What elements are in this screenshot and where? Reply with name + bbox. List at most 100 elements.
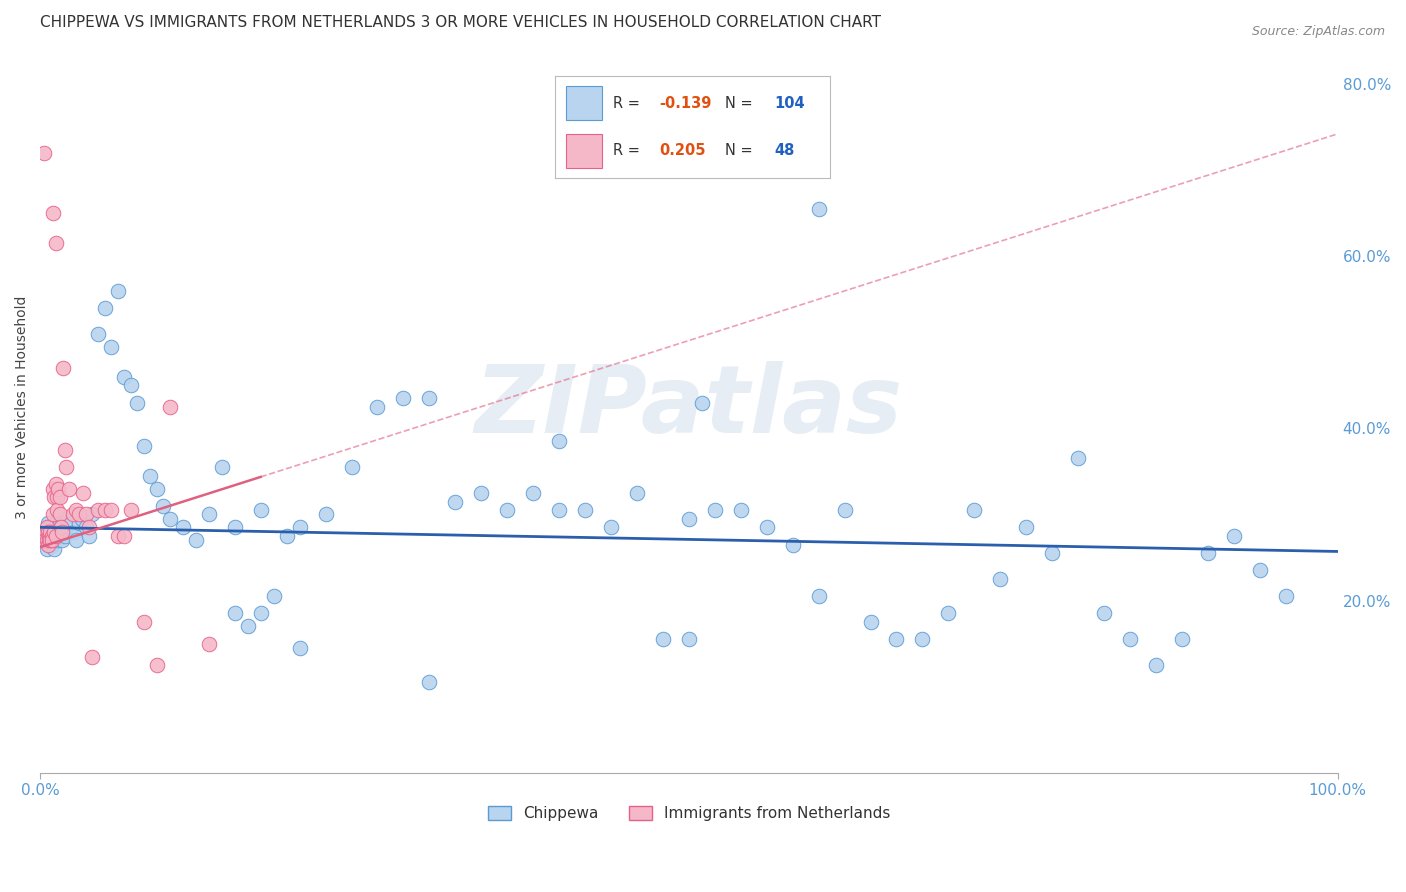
Text: N =: N = <box>725 95 758 111</box>
Point <box>1223 529 1246 543</box>
Point <box>46 520 69 534</box>
Point <box>65 533 87 548</box>
Point <box>60 512 83 526</box>
Point <box>120 503 142 517</box>
Point <box>197 508 219 522</box>
Point <box>44 524 66 539</box>
Y-axis label: 3 or more Vehicles in Household: 3 or more Vehicles in Household <box>15 295 30 518</box>
Point <box>626 486 648 500</box>
Point <box>41 533 63 548</box>
Point <box>159 400 181 414</box>
Point <box>988 572 1011 586</box>
Point <box>51 533 73 548</box>
Point <box>782 538 804 552</box>
Point <box>48 508 70 522</box>
Point <box>32 145 55 160</box>
Point <box>197 637 219 651</box>
Point <box>38 538 60 552</box>
Point <box>1144 658 1167 673</box>
Point <box>172 520 194 534</box>
Point <box>1040 546 1063 560</box>
Point <box>1092 607 1115 621</box>
Point <box>45 529 67 543</box>
Point <box>139 468 162 483</box>
Point <box>42 533 65 548</box>
Point <box>38 520 60 534</box>
Point <box>42 206 65 220</box>
Point <box>75 520 97 534</box>
Point <box>340 460 363 475</box>
Point <box>67 516 90 530</box>
Point <box>1249 563 1271 577</box>
Point <box>184 533 207 548</box>
Point <box>52 361 75 376</box>
Point <box>35 524 58 539</box>
Text: ZIPatlas: ZIPatlas <box>475 360 903 453</box>
Point <box>41 529 63 543</box>
Point <box>53 442 76 457</box>
Point <box>834 503 856 517</box>
Point <box>574 503 596 517</box>
Point <box>678 512 700 526</box>
Point <box>276 529 298 543</box>
Point <box>35 533 58 548</box>
Point <box>46 490 69 504</box>
Point <box>37 524 59 539</box>
Point <box>49 520 72 534</box>
Point <box>39 524 62 539</box>
Legend: Chippewa, Immigrants from Netherlands: Chippewa, Immigrants from Netherlands <box>481 800 896 827</box>
Point <box>34 533 56 548</box>
Point <box>366 400 388 414</box>
Point <box>48 490 70 504</box>
FancyBboxPatch shape <box>567 135 602 168</box>
Point <box>1015 520 1038 534</box>
Point <box>38 529 60 543</box>
Point <box>41 538 63 552</box>
Point <box>600 520 623 534</box>
Point <box>39 524 62 539</box>
Point <box>236 619 259 633</box>
Point <box>152 499 174 513</box>
Point <box>34 533 56 548</box>
Point <box>211 460 233 475</box>
Point <box>859 615 882 629</box>
Point <box>52 524 75 539</box>
Point <box>678 632 700 647</box>
Point <box>392 391 415 405</box>
Point <box>75 508 97 522</box>
Point <box>807 589 830 603</box>
Point <box>46 503 69 517</box>
Point <box>42 482 65 496</box>
Point <box>114 529 136 543</box>
Point <box>249 607 271 621</box>
Point <box>55 460 77 475</box>
Point <box>224 520 246 534</box>
FancyBboxPatch shape <box>567 87 602 120</box>
Point <box>690 395 713 409</box>
Point <box>444 494 467 508</box>
Point <box>703 503 725 517</box>
Point <box>522 486 544 500</box>
Point <box>79 520 101 534</box>
Text: 48: 48 <box>775 143 794 158</box>
Point <box>911 632 934 647</box>
Point <box>94 503 117 517</box>
Point <box>1171 632 1194 647</box>
Point <box>79 529 101 543</box>
Point <box>127 395 149 409</box>
Point <box>1119 632 1142 647</box>
Point <box>100 503 122 517</box>
Point <box>42 520 65 534</box>
Point <box>100 340 122 354</box>
Point <box>755 520 778 534</box>
Point <box>132 439 155 453</box>
Point <box>44 524 66 539</box>
Text: 0.205: 0.205 <box>659 143 706 158</box>
Point <box>53 529 76 543</box>
Point <box>107 529 129 543</box>
Text: 104: 104 <box>775 95 806 111</box>
Point <box>51 524 73 539</box>
Point <box>39 533 62 548</box>
Point <box>1274 589 1296 603</box>
Point <box>418 391 440 405</box>
